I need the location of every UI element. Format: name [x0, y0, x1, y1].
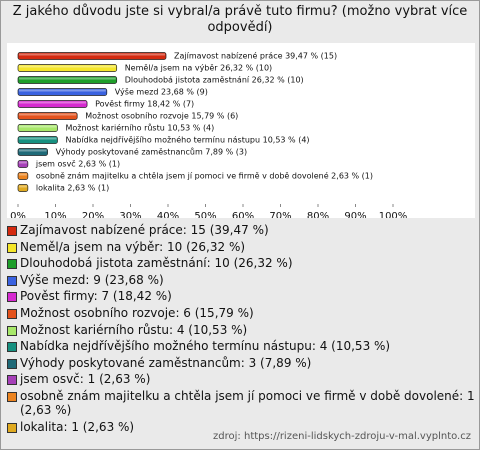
data-label: Nabídka nejdřívějšího možného termínu ná…: [65, 135, 309, 145]
legend-swatch: [7, 391, 17, 402]
bar: [17, 100, 88, 108]
bar-highlight: [19, 161, 27, 164]
legend-label: osobně znám majitelku a chtěla jsem jí p…: [20, 388, 475, 417]
legend-swatch: [7, 358, 17, 369]
legend-label: Výše mezd: 9 (23,68 %): [20, 272, 164, 287]
legend-item: Nabídka nejdřívějšího možného termínu ná…: [7, 339, 475, 353]
legend-item: Možnost kariérního růstu: 4 (10,53 %): [7, 323, 475, 337]
legend-swatch: [7, 342, 17, 353]
bar-highlight: [19, 89, 106, 92]
legend-label: Neměl/a jsem na výběr: 10 (26,32 %): [20, 239, 246, 254]
legend-label: Nabídka nejdřívějšího možného termínu ná…: [20, 339, 391, 354]
legend-swatch: [7, 292, 17, 303]
bar: [17, 76, 118, 84]
x-tick-label: 0%: [10, 211, 26, 218]
data-label: Pověst firmy 18,42 % (7): [95, 100, 194, 109]
legend-item: Pověst firmy: 7 (18,42 %): [7, 289, 475, 303]
bar: [17, 148, 48, 156]
bar: [17, 136, 58, 144]
legend-item: Neměl/a jsem na výběr: 10 (26,32 %): [7, 240, 475, 254]
source: zdroj: https://rizeni-lidskych-zdroju-v-…: [213, 431, 471, 442]
legend-item: jsem osvč: 1 (2,63 %): [7, 372, 475, 386]
bar-highlight: [19, 125, 57, 128]
data-label: osobně znám majitelku a chtěla jsem jí p…: [36, 171, 373, 181]
x-tick-label: 30%: [119, 211, 141, 218]
legend-label: Možnost kariérního růstu: 4 (10,53 %): [20, 322, 248, 337]
legend-swatch: [7, 226, 17, 236]
bar: [17, 88, 108, 96]
bar: [17, 124, 58, 132]
x-tick-label: 70%: [269, 211, 291, 218]
legend-label: jsem osvč: 1 (2,63 %): [20, 372, 151, 387]
bar-highlight: [19, 65, 116, 68]
data-label: Možnost osobního rozvoje 15,79 % (6): [85, 112, 238, 121]
chart: 0% 10% 20% 30% 40% 50% 60% 70% 80% 90% 100% Zajímav…: [7, 43, 475, 218]
legend-item: Výhody poskytované zaměstnancům: 3 (7,89…: [7, 356, 475, 370]
bar-highlight: [19, 137, 57, 140]
bar-highlight: [19, 77, 116, 80]
x-tick-label: 20%: [82, 211, 104, 218]
x-tick-label: 90%: [344, 211, 366, 218]
bar-highlight: [19, 113, 77, 116]
bar-highlight: [19, 101, 87, 104]
x-tick-label: 50%: [194, 211, 216, 218]
legend-label: Pověst firmy: 7 (18,42 %): [20, 289, 172, 304]
legend-label: lokalita: 1 (2,63 %): [20, 419, 135, 434]
legend-item: lokalita: 1 (2,63 %): [7, 420, 475, 434]
bar-highlight: [19, 149, 47, 152]
data-label: Možnost kariérního růstu 10,53 % (4): [65, 123, 214, 133]
legend: Zajímavost nabízené práce: 15 (39,47 %) N…: [7, 223, 475, 436]
bar-highlight: [19, 53, 166, 56]
legend-label: Zajímavost nabízené práce: 15 (39,47 %): [20, 223, 269, 237]
bar: [17, 112, 78, 120]
legend-item: Výše mezd: 9 (23,68 %): [7, 273, 475, 287]
data-label: lokalita 2,63 % (1): [36, 184, 109, 193]
data-label: Zajímavost nabízené práce 39,47 % (15): [174, 51, 337, 61]
legend-swatch: [7, 422, 17, 433]
legend-label: Možnost osobního rozvoje: 6 (15,79 %): [20, 305, 254, 320]
x-tick-label: 100%: [379, 211, 408, 218]
legend-swatch: [7, 259, 17, 270]
data-label: Dlouhodobá jistota zaměstnání 26,32 % (1…: [125, 76, 304, 85]
data-label: Výše mezd 23,68 % (9): [115, 87, 208, 97]
bar: [17, 172, 29, 180]
x-tick-label: 80%: [307, 211, 329, 218]
legend-item: osobně znám majitelku a chtěla jsem jí p…: [7, 389, 475, 417]
legend-swatch: [7, 308, 17, 319]
data-label: jsem osvč 2,63 % (1): [35, 159, 120, 169]
legend-item: Dlouhodobá jistota zaměstnání: 10 (26,32…: [7, 256, 475, 270]
legend-label: Dlouhodobá jistota zaměstnání: 10 (26,32…: [20, 256, 293, 271]
x-tick-label: 60%: [232, 211, 254, 218]
bar: [17, 184, 29, 192]
legend-item: Zajímavost nabízené práce: 15 (39,47 %): [7, 223, 475, 237]
x-tick-label: 10%: [44, 211, 66, 218]
data-label: Neměl/a jsem na výběr 26,32 % (10): [125, 64, 272, 73]
legend-swatch: [7, 275, 17, 286]
x-tick-label: 40%: [157, 211, 179, 218]
chart-title: Z jakého důvodu jste si vybral/a právě t…: [12, 4, 468, 35]
bar-highlight: [19, 185, 27, 188]
bar: [17, 52, 167, 60]
legend-swatch: [7, 375, 17, 386]
bar-highlight: [19, 173, 27, 176]
legend-item: Možnost osobního rozvoje: 6 (15,79 %): [7, 306, 475, 320]
legend-swatch: [7, 325, 17, 336]
bar: [17, 64, 118, 72]
data-label: Výhody poskytované zaměstnancům 7,89 % (…: [56, 147, 248, 157]
plot-area: [7, 43, 475, 218]
legend-swatch: [7, 242, 17, 253]
bar: [17, 160, 29, 168]
legend-label: Výhody poskytované zaměstnancům: 3 (7,89…: [20, 355, 312, 370]
